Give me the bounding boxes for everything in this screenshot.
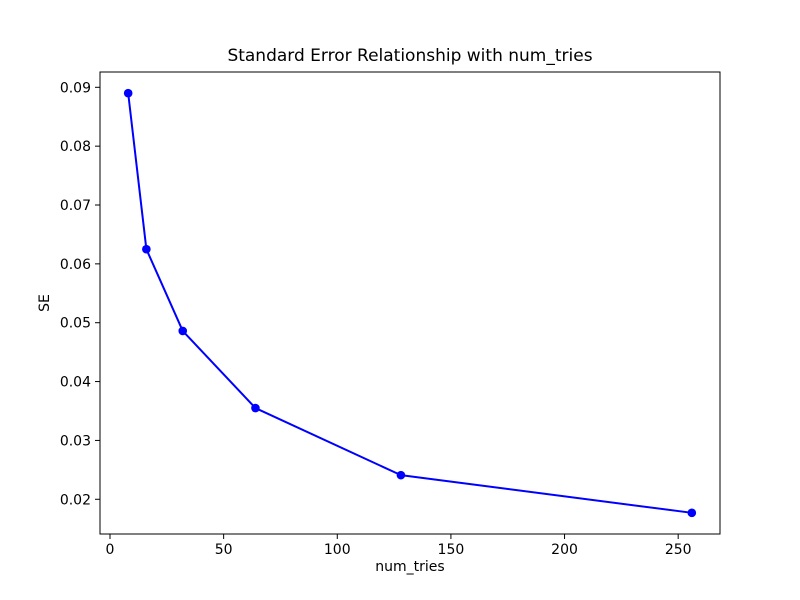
plot-border [99, 71, 721, 535]
data-point [687, 508, 697, 518]
x-tick-label: 0 [106, 542, 115, 558]
data-point [251, 403, 260, 413]
data-point [142, 244, 151, 254]
x-tick-label: 250 [665, 542, 692, 558]
x-tick-label: 100 [324, 542, 351, 558]
x-tick-label: 50 [215, 542, 233, 558]
x-tick-label: 200 [551, 542, 578, 558]
chart-title: Standard Error Relationship with num_tri… [227, 46, 593, 66]
y-tick-label: 0.06 [60, 257, 91, 273]
y-axis-label: SE [37, 294, 53, 312]
y-tick-label: 0.08 [60, 139, 91, 155]
data-line [127, 92, 693, 514]
y-tick-label: 0.05 [60, 316, 91, 332]
y-tick-label: 0.07 [60, 198, 91, 214]
y-tick-label: 0.03 [60, 433, 91, 449]
y-tick-label: 0.09 [60, 80, 91, 96]
data-point [178, 326, 188, 336]
data-point [396, 470, 406, 480]
y-tick-label: 0.04 [60, 375, 91, 391]
x-tick-label: 150 [438, 542, 465, 558]
x-axis-label: num_tries [375, 559, 445, 575]
y-tick-label: 0.02 [60, 492, 91, 508]
data-point [123, 88, 133, 98]
